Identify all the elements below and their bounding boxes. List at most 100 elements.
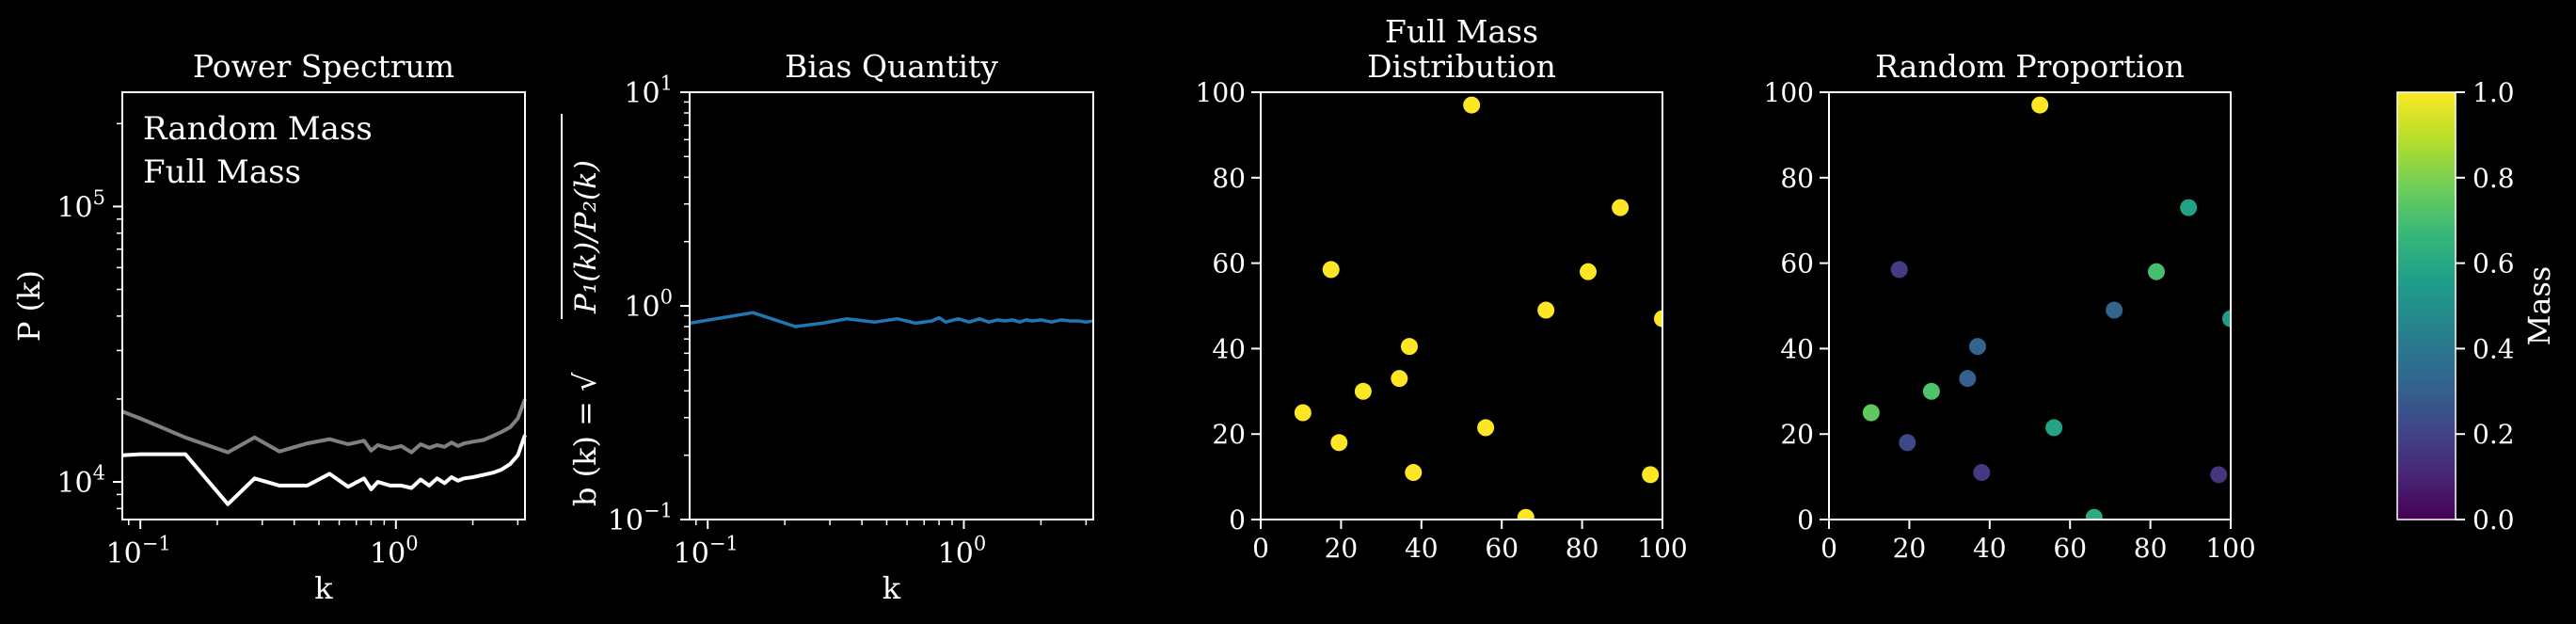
tick-exponent: −1 — [709, 533, 739, 555]
x-tick-label: 20 — [1893, 533, 1927, 564]
scatter-point — [1477, 419, 1495, 437]
tick-base: 10 — [674, 537, 709, 570]
tick-exponent: 0 — [405, 533, 418, 555]
scatter-point — [2222, 310, 2231, 328]
series-line-random-mass — [121, 398, 527, 455]
series-line-0 — [689, 311, 1094, 328]
colorbar-label: Mass — [2521, 266, 2557, 346]
colorbar-tick-label: 0.2 — [2473, 419, 2515, 450]
x-tick-label: 80 — [2134, 533, 2168, 564]
tick-base: 10 — [56, 467, 92, 500]
axes-frame — [1260, 91, 1663, 520]
scatter-point — [2210, 466, 2228, 484]
x-axis-label: k — [883, 570, 901, 606]
tick-base: 10 — [56, 191, 92, 224]
tick-exponent: −1 — [142, 533, 171, 555]
y-axis-label: P (k) — [11, 270, 47, 342]
scatter-point — [2106, 301, 2123, 319]
scatter-point — [1968, 338, 1986, 356]
x-tick-label: 20 — [1325, 533, 1359, 564]
axes-frame — [1828, 91, 2232, 520]
series-line-full-mass — [121, 434, 527, 506]
x-tick-label: 60 — [1485, 533, 1519, 564]
scatter-point — [2045, 419, 2063, 437]
scatter-point — [1862, 404, 1880, 422]
x-tick-label: 40 — [1405, 533, 1439, 564]
axes-frame — [121, 91, 526, 520]
scatter-point — [1330, 434, 1348, 452]
colorbar-frame — [2396, 91, 2457, 520]
chart-title: Full Mass — [1385, 13, 1538, 50]
tick-base: 10 — [624, 291, 660, 324]
scatter-point — [1391, 370, 1408, 388]
x-tick-label: 80 — [1566, 533, 1599, 564]
tick-exponent: 1 — [660, 72, 673, 95]
x-tick-label: 100 — [1637, 533, 1687, 564]
y-tick-label: 60 — [1780, 248, 1814, 280]
y-tick-label: 105 — [56, 186, 105, 225]
y-tick-label: 40 — [1212, 333, 1246, 364]
scatter-point — [1537, 301, 1555, 319]
scatter-point — [1322, 261, 1340, 279]
scatter-point — [1463, 96, 1481, 114]
y-tick-label: 101 — [624, 72, 673, 111]
y-tick-label: 80 — [1212, 163, 1246, 194]
y-tick-label: 100 — [624, 286, 673, 325]
scatter-point — [2180, 199, 2198, 216]
colorbar-tick-label: 1.0 — [2473, 77, 2515, 108]
tick-base: 10 — [938, 537, 974, 570]
panel-3: 0 20 40 60 80 100 0 20 40 60 80 100 Random Proportio… — [1764, 48, 2256, 564]
scatter-point — [1899, 434, 1916, 452]
chart-title: Power Spectrum — [193, 48, 454, 85]
x-tick-label: 0 — [1252, 533, 1269, 564]
scatter-point — [1959, 370, 1977, 388]
x-tick-label: 100 — [2205, 533, 2255, 564]
tick-exponent: 4 — [93, 462, 105, 485]
colorbar-fill — [2397, 92, 2456, 520]
y-tick-label: 100 — [1196, 77, 1246, 108]
y-axis-label: b (k) = √ P₁(k)/P₂(k) — [561, 114, 603, 506]
x-tick-label: 60 — [2053, 533, 2087, 564]
tick-exponent: 0 — [974, 533, 986, 555]
tick-exponent: −1 — [644, 500, 673, 522]
points-group — [1862, 96, 2231, 520]
y-tick-label: 0 — [1797, 504, 1814, 536]
x-tick-label: 10−1 — [674, 533, 739, 571]
scatter-point — [1642, 466, 1660, 484]
y-tick-label: 20 — [1780, 419, 1814, 450]
colorbar-tick-label: 0.0 — [2473, 504, 2515, 536]
y-tick-label: 100 — [1764, 77, 1814, 108]
scatter-point — [2148, 263, 2166, 280]
x-tick-label: 10−1 — [106, 533, 171, 571]
scatter-point — [1294, 404, 1312, 422]
y-tick-label: 10−1 — [608, 500, 673, 538]
points-group — [1294, 96, 1662, 520]
tick-base: 10 — [624, 77, 660, 110]
scatter-point — [2085, 508, 2103, 520]
x-tick-label: 0 — [1821, 533, 1837, 564]
x-tick-label: 100 — [938, 533, 987, 571]
tick-base: 10 — [370, 537, 405, 570]
tick-exponent: 0 — [660, 286, 673, 309]
scatter-point — [1405, 464, 1423, 482]
y-tick-label: 104 — [56, 462, 105, 501]
scatter-point — [1400, 338, 1418, 356]
panel-2: 0 20 40 60 80 100 0 20 40 60 80 100 Full MassDistrib… — [1196, 13, 1688, 564]
scatter-point — [1890, 261, 1908, 279]
colorbar: 0.0 0.2 0.4 0.6 0.8 1.0 Mass — [2396, 77, 2557, 536]
y-tick-label: 20 — [1212, 419, 1246, 450]
scatter-point — [1654, 310, 1662, 328]
x-tick-label: 40 — [1973, 533, 2007, 564]
scatter-point — [1973, 464, 1991, 482]
y-axis-label-prefix: b (k) = √ — [567, 372, 603, 506]
tick-base: 10 — [106, 537, 142, 570]
y-axis-label-radicand: P₁(k)/P₂(k) — [569, 160, 603, 314]
chart-title: Random Proportion — [1875, 48, 2185, 85]
y-tick-label: 60 — [1212, 248, 1246, 280]
x-axis-label: k — [314, 570, 333, 606]
y-tick-label: 80 — [1780, 163, 1814, 194]
tick-base: 10 — [608, 504, 644, 537]
chart-title: Bias Quantity — [785, 48, 998, 85]
